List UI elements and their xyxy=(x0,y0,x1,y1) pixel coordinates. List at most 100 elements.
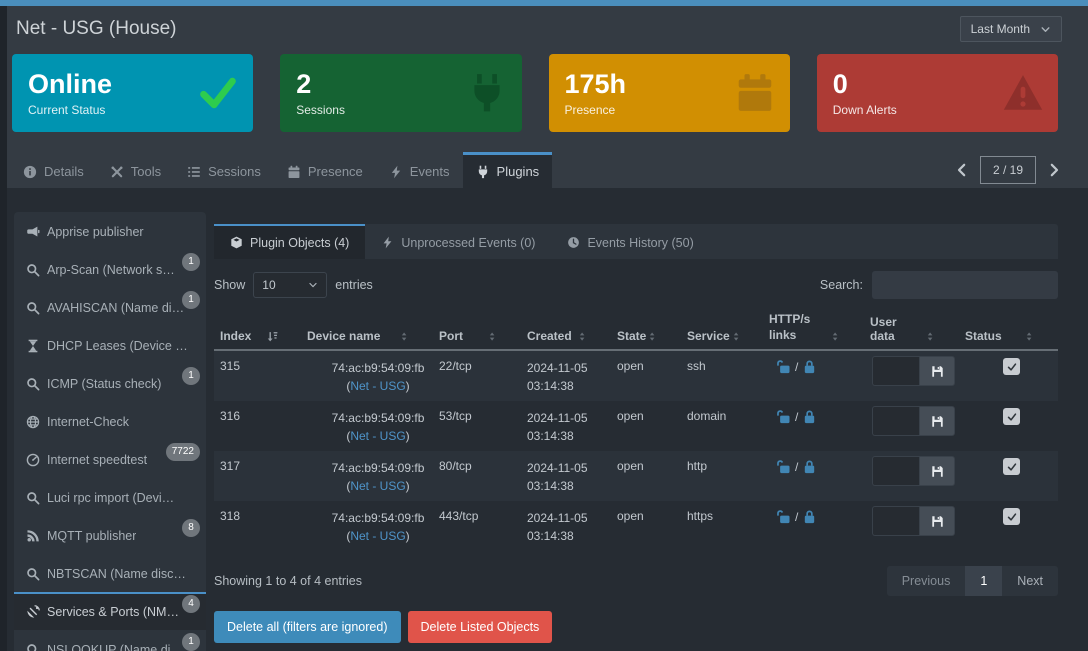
sort-icon[interactable] xyxy=(829,330,842,343)
user-data-input[interactable] xyxy=(872,506,919,537)
lock-open-icon[interactable] xyxy=(776,509,791,524)
device-link[interactable]: Net - USG xyxy=(350,479,406,494)
sidebar-item-arp-scan-network-s[interactable]: Arp-Scan (Network s… 1 xyxy=(14,250,206,288)
sidebar-item-internet-speedtest[interactable]: Internet speedtest 7722 xyxy=(14,440,206,478)
sidebar-item-nslookup-name-di[interactable]: NSLOOKUP (Name di… 1 xyxy=(14,630,206,651)
search-input[interactable] xyxy=(872,271,1058,299)
user-data-input[interactable] xyxy=(872,406,919,437)
sidebar-item-mqtt-publisher[interactable]: MQTT publisher 8 xyxy=(14,516,206,554)
chevron-right-icon[interactable] xyxy=(1046,162,1062,178)
column-header-label: Created xyxy=(527,329,572,344)
tab-sessions[interactable]: Sessions xyxy=(174,152,274,188)
cell-http-links: / xyxy=(763,501,864,530)
sidebar-item-icmp-status-check[interactable]: ICMP (Status check) 1 xyxy=(14,364,206,402)
status-checkbox[interactable] xyxy=(1003,508,1020,526)
device-mac: 74:ac:b9:54:09:fb xyxy=(331,411,425,426)
cell-state: open xyxy=(617,509,644,524)
sidebar-item-badge: 1 xyxy=(182,633,200,651)
entries-select-value: 10 xyxy=(262,278,276,292)
save-button[interactable] xyxy=(919,356,955,387)
card-label: Presence xyxy=(564,102,616,117)
status-checkbox[interactable] xyxy=(1003,358,1020,376)
sidebar-item-apprise-publisher[interactable]: Apprise publisher xyxy=(14,212,206,250)
sort-icon[interactable] xyxy=(646,330,659,343)
speedometer-icon xyxy=(26,453,40,467)
column-header-status[interactable]: Status xyxy=(959,329,1058,343)
sort-icon[interactable] xyxy=(924,330,937,343)
sidebar-item-services-ports-nm[interactable]: Services & Ports (NM… 4 xyxy=(14,592,206,630)
tab-label: Plugins xyxy=(496,164,540,179)
sidebar-item-avahiscan-name-di[interactable]: AVAHISCAN (Name di… 1 xyxy=(14,288,206,326)
page-number-button[interactable]: 1 xyxy=(965,566,1003,597)
tab-plugins[interactable]: Plugins xyxy=(462,152,553,188)
plugin-tab-unprocessed-events-0[interactable]: Unprocessed Events (0) xyxy=(365,224,551,259)
column-header-state[interactable]: State xyxy=(611,329,681,343)
cube-icon xyxy=(230,236,243,249)
save-button[interactable] xyxy=(919,456,955,487)
search-icon xyxy=(26,377,40,391)
lock-open-icon[interactable] xyxy=(776,359,791,374)
entries-select[interactable]: 10 xyxy=(253,272,328,298)
user-data-input[interactable] xyxy=(872,356,919,387)
check-icon xyxy=(1007,412,1017,422)
table-row: 316 74:ac:b9:54:09:fb (Net - USG) 53/tcp… xyxy=(214,401,1058,451)
save-button[interactable] xyxy=(919,506,955,537)
next-page-button[interactable]: Next xyxy=(1017,574,1043,589)
plugin-tab-events-history-50[interactable]: Events History (50) xyxy=(551,224,709,259)
cell-created: 2024-11-05 03:14:38 xyxy=(527,461,588,494)
chevron-left-icon[interactable] xyxy=(954,162,970,178)
column-header-port[interactable]: Port xyxy=(433,329,521,343)
table-footer: Showing 1 to 4 of 4 entries Previous 1 N… xyxy=(214,566,1058,597)
previous-page-button[interactable]: Previous xyxy=(901,574,951,589)
sidebar-item-label: MQTT publisher xyxy=(47,529,137,543)
column-header-index[interactable]: Index xyxy=(214,329,301,343)
column-header-created[interactable]: Created xyxy=(521,329,611,343)
column-header-label: State xyxy=(617,329,647,344)
sort-icon[interactable] xyxy=(1023,330,1036,343)
sidebar-item-dhcp-leases-device[interactable]: DHCP Leases (Device … xyxy=(14,326,206,364)
lock-open-icon[interactable] xyxy=(776,409,791,424)
clock-icon xyxy=(567,236,580,249)
sort-asc-icon[interactable] xyxy=(266,330,279,343)
status-checkbox[interactable] xyxy=(1003,458,1020,476)
sidebar-item-badge: 7722 xyxy=(165,443,200,461)
lock-open-icon[interactable] xyxy=(776,459,791,474)
card-value: 175h xyxy=(564,69,627,100)
sidebar-item-nbtscan-name-disc[interactable]: NBTSCAN (Name disc… xyxy=(14,554,206,592)
lock-icon[interactable] xyxy=(802,409,817,424)
sidebar-item-internet-check[interactable]: Internet-Check xyxy=(14,402,206,440)
sidebar-item-label: AVAHISCAN (Name di… xyxy=(47,301,185,315)
sidebar-item-badge: 1 xyxy=(182,253,200,271)
period-select[interactable]: Last Month xyxy=(959,16,1062,42)
column-header-user-data[interactable]: User data xyxy=(864,315,959,343)
column-header-service[interactable]: Service xyxy=(681,329,763,343)
device-link[interactable]: Net - USG xyxy=(350,379,406,394)
status-checkbox[interactable] xyxy=(1003,408,1020,426)
sort-icon[interactable] xyxy=(486,330,499,343)
plugin-tab-plugin-objects-4[interactable]: Plugin Objects (4) xyxy=(214,224,366,259)
sidebar-item-luci-rpc-import-devi[interactable]: Luci rpc import (Devi… xyxy=(14,478,206,516)
delete-all-button[interactable]: Delete all (filters are ignored) xyxy=(214,611,401,644)
plug-icon xyxy=(476,165,490,179)
lock-icon[interactable] xyxy=(802,509,817,524)
sort-icon[interactable] xyxy=(398,330,411,343)
hourglass-icon xyxy=(26,339,40,353)
user-data-input[interactable] xyxy=(872,456,919,487)
lock-icon[interactable] xyxy=(802,359,817,374)
device-link[interactable]: Net - USG xyxy=(350,529,406,544)
floppy-icon xyxy=(931,415,944,428)
sidebar-item-badge: 1 xyxy=(182,291,200,309)
tab-details[interactable]: Details xyxy=(10,152,97,188)
column-header-device-name[interactable]: Device name xyxy=(301,329,433,343)
sort-icon[interactable] xyxy=(730,330,743,343)
save-button[interactable] xyxy=(919,406,955,437)
tab-tools[interactable]: Tools xyxy=(97,152,174,188)
tab-events[interactable]: Events xyxy=(376,152,463,188)
table-row: 317 74:ac:b9:54:09:fb (Net - USG) 80/tcp… xyxy=(214,451,1058,502)
column-header-http-s-links[interactable]: HTTP/s links xyxy=(763,311,864,343)
sort-icon[interactable] xyxy=(576,330,589,343)
lock-icon[interactable] xyxy=(802,459,817,474)
device-link[interactable]: Net - USG xyxy=(350,429,406,444)
delete-listed-button[interactable]: Delete Listed Objects xyxy=(407,611,553,644)
tab-presence[interactable]: Presence xyxy=(274,152,376,188)
